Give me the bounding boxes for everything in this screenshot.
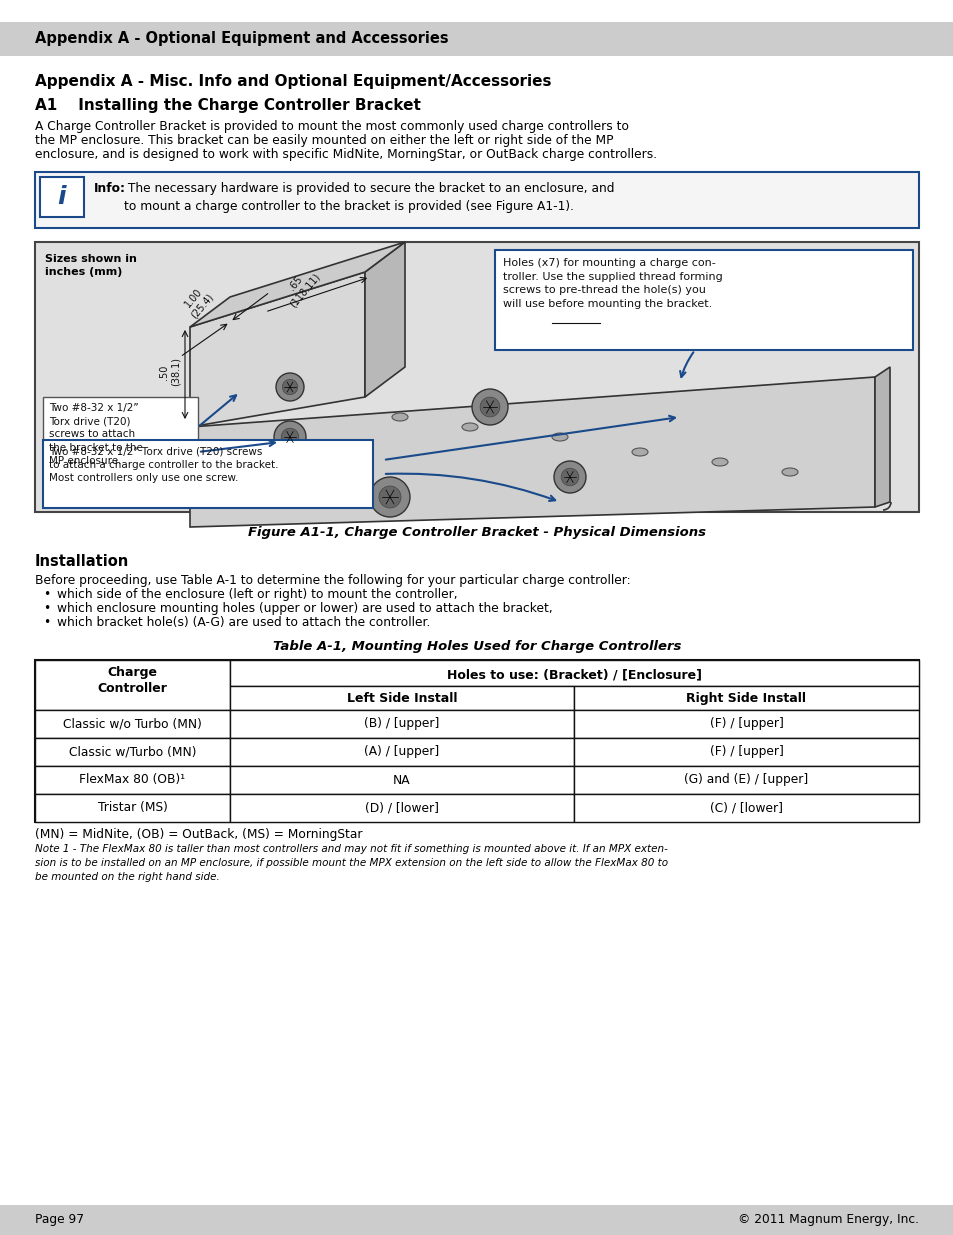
Text: Classic w/Turbo (MN): Classic w/Turbo (MN) [69,746,196,758]
Circle shape [370,477,410,517]
Bar [230,739,574,766]
Circle shape [281,429,298,446]
Text: A1    Installing the Charge Controller Bracket: A1 Installing the Charge Controller Brac… [35,98,420,112]
Bar [230,794,574,823]
Bar [35,659,230,710]
Text: Right Side Install: Right Side Install [686,692,805,705]
Bar [0,22,953,56]
Text: (D) / [lower]: (D) / [lower] [365,802,438,815]
Text: Holes (x7) for mounting a charge con-
troller. Use the supplied thread forming
s: Holes (x7) for mounting a charge con- tr… [502,258,722,309]
Circle shape [275,373,304,401]
Ellipse shape [781,468,797,475]
Bar [574,794,918,823]
Text: Left Side Install: Left Side Install [346,692,456,705]
Text: which bracket hole(s) (A-G) are used to attach the controller.: which bracket hole(s) (A-G) are used to … [57,616,430,629]
Text: Note 1 - The FlexMax 80 is taller than most controllers and may not fit if somet: Note 1 - The FlexMax 80 is taller than m… [35,844,667,882]
Circle shape [378,487,400,508]
Bar [35,242,918,513]
Text: NA: NA [393,773,411,787]
Text: Appendix A - Misc. Info and Optional Equipment/Accessories: Appendix A - Misc. Info and Optional Equ… [35,74,551,89]
Polygon shape [874,367,889,508]
Bar [495,249,912,350]
Bar [35,710,230,739]
Text: Page 97: Page 97 [35,1214,84,1226]
Text: •: • [43,588,51,601]
Bar [574,739,918,766]
Text: Before proceeding, use Table A-1 to determine the following for your particular : Before proceeding, use Table A-1 to dete… [35,574,630,587]
Bar [574,710,918,739]
Text: Figure A1-1, Charge Controller Bracket - Physical Dimensions: Figure A1-1, Charge Controller Bracket -… [248,526,705,538]
Circle shape [472,389,507,425]
Bar [35,739,230,766]
Polygon shape [365,242,405,396]
Text: (F) / [upper]: (F) / [upper] [709,718,782,730]
Text: (MN) = MidNite, (OB) = OutBack, (MS) = MorningStar: (MN) = MidNite, (OB) = OutBack, (MS) = M… [35,827,362,841]
Bar [230,710,574,739]
Ellipse shape [461,424,477,431]
Text: .65
(118.11): .65 (118.11) [278,264,321,310]
Text: i: i [57,185,67,209]
Text: •: • [43,601,51,615]
Polygon shape [190,272,365,427]
Text: enclosure, and is designed to work with specific MidNite, MorningStar, or OutBac: enclosure, and is designed to work with … [35,148,657,161]
Text: the MP enclosure. This bracket can be easily mounted on either the left or right: the MP enclosure. This bracket can be ea… [35,135,613,147]
Text: •: • [43,616,51,629]
Text: © 2011 Magnum Energy, Inc.: © 2011 Magnum Energy, Inc. [738,1214,918,1226]
Bar [230,766,574,794]
Polygon shape [190,242,405,327]
Bar [0,1205,953,1235]
Circle shape [274,421,306,453]
Bar [574,685,918,710]
Bar [40,177,84,217]
Text: (C) / [lower]: (C) / [lower] [709,802,782,815]
Text: .50
(38.1): .50 (38.1) [159,357,181,387]
Text: Tristar (MS): Tristar (MS) [97,802,168,815]
Text: Two #8-32 x 1/2”
Torx drive (T20)
screws to attach
the bracket to the
MP enclosu: Two #8-32 x 1/2” Torx drive (T20) screws… [49,403,143,466]
Text: (F) / [upper]: (F) / [upper] [709,746,782,758]
Text: Sizes shown in
inches (mm): Sizes shown in inches (mm) [45,254,136,277]
Text: Appendix A - Optional Equipment and Accessories: Appendix A - Optional Equipment and Acce… [35,32,448,47]
Circle shape [560,468,578,485]
Text: Classic w/o Turbo (MN): Classic w/o Turbo (MN) [63,718,202,730]
Circle shape [479,398,499,417]
Ellipse shape [392,412,408,421]
Bar [35,659,918,823]
Bar [35,794,230,823]
Text: Info:: Info: [94,182,126,195]
Text: Two #8-32 x 1/2” Torx drive (T20) screws
to attach a charge controller to the br: Two #8-32 x 1/2” Torx drive (T20) screws… [49,446,278,483]
Circle shape [282,379,297,395]
Text: (A) / [upper]: (A) / [upper] [364,746,439,758]
Ellipse shape [631,448,647,456]
Text: FlexMax 80 (OB)¹: FlexMax 80 (OB)¹ [79,773,186,787]
Ellipse shape [711,458,727,466]
Text: Installation: Installation [35,555,129,569]
Bar [574,766,918,794]
Text: 1.00
(25.4): 1.00 (25.4) [180,284,215,320]
Polygon shape [190,377,874,527]
Text: which enclosure mounting holes (upper or lower) are used to attach the bracket,: which enclosure mounting holes (upper or… [57,601,552,615]
Circle shape [554,461,585,493]
Text: (B) / [upper]: (B) / [upper] [364,718,439,730]
Bar [230,685,574,710]
Bar [230,659,918,685]
Text: A Charge Controller Bracket is provided to mount the most commonly used charge c: A Charge Controller Bracket is provided … [35,120,628,133]
Bar [35,172,918,228]
Bar [43,440,373,508]
Ellipse shape [341,448,357,456]
Text: Table A-1, Mounting Holes Used for Charge Controllers: Table A-1, Mounting Holes Used for Charg… [273,640,680,653]
Ellipse shape [552,433,567,441]
Text: The necessary hardware is provided to secure the bracket to an enclosure, and
to: The necessary hardware is provided to se… [124,182,614,212]
Text: (G) and (E) / [upper]: (G) and (E) / [upper] [683,773,808,787]
Text: Charge
Controller: Charge Controller [97,666,168,695]
Text: Holes to use: (Bracket) / [Enclosure]: Holes to use: (Bracket) / [Enclosure] [447,668,701,680]
Bar [35,766,230,794]
Text: which side of the enclosure (left or right) to mount the controller,: which side of the enclosure (left or rig… [57,588,457,601]
Bar [43,396,198,485]
